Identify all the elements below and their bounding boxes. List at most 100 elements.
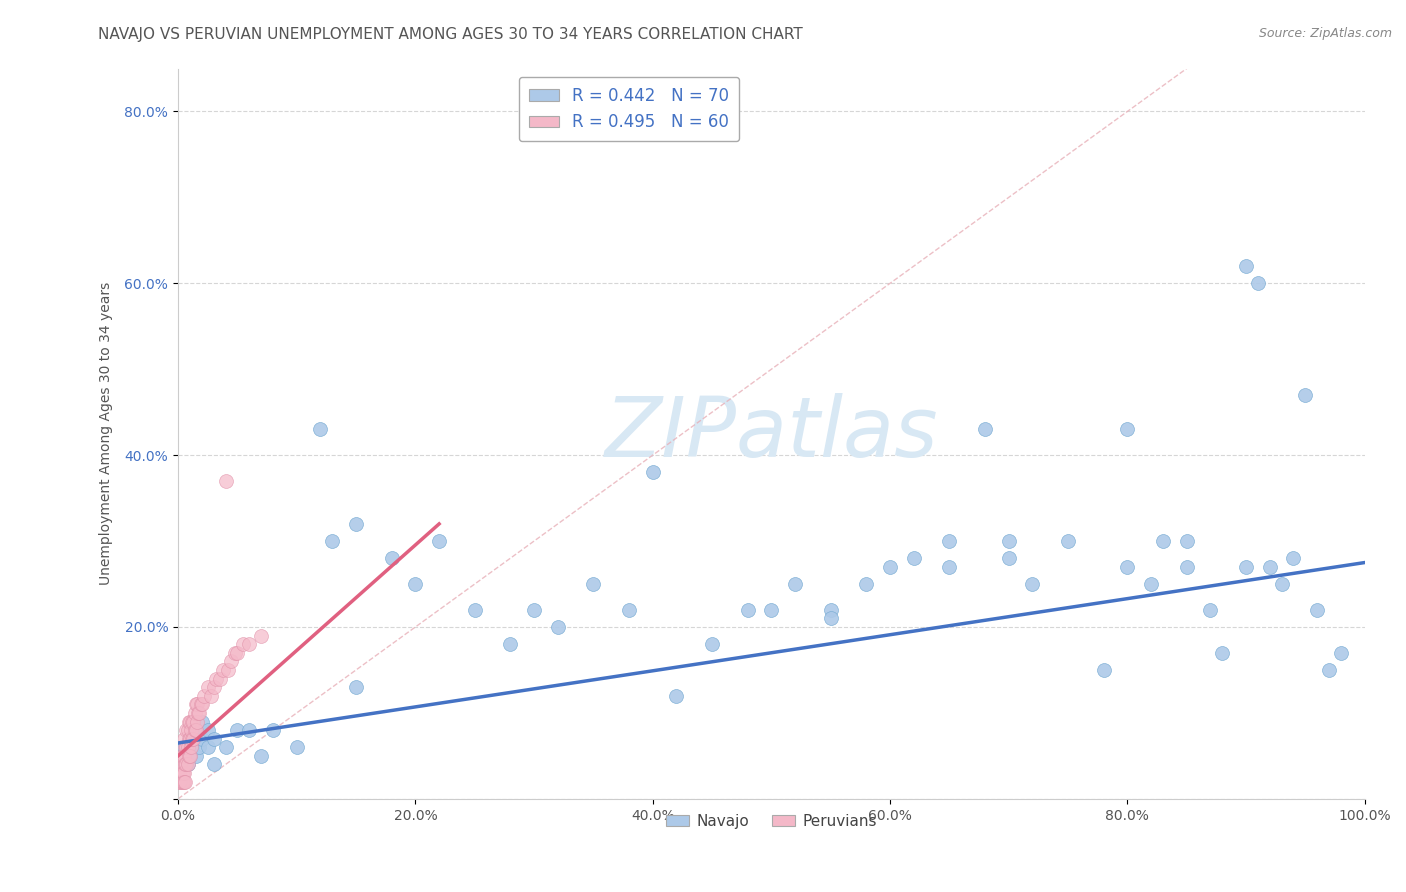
Point xyxy=(190,698,212,712)
Point xyxy=(820,603,842,617)
Point xyxy=(183,723,205,737)
Point xyxy=(1140,577,1163,591)
Point xyxy=(974,422,997,436)
Point xyxy=(997,534,1019,549)
Point xyxy=(1092,663,1115,677)
Legend: Navajo, Peruvians: Navajo, Peruvians xyxy=(659,808,883,835)
Point xyxy=(205,672,228,686)
Point xyxy=(177,748,200,763)
Point xyxy=(173,731,195,746)
Point xyxy=(184,698,207,712)
Point xyxy=(187,706,209,720)
Point xyxy=(183,714,205,729)
Point xyxy=(309,422,332,436)
Point xyxy=(938,534,960,549)
Point xyxy=(1330,646,1353,660)
Point xyxy=(179,748,201,763)
Y-axis label: Unemployment Among Ages 30 to 34 years: Unemployment Among Ages 30 to 34 years xyxy=(100,282,114,585)
Text: Source: ZipAtlas.com: Source: ZipAtlas.com xyxy=(1258,27,1392,40)
Point xyxy=(1317,663,1340,677)
Point xyxy=(169,757,191,772)
Point xyxy=(1282,551,1305,566)
Point xyxy=(1116,559,1139,574)
Point xyxy=(321,534,343,549)
Point xyxy=(1199,603,1222,617)
Point xyxy=(1234,559,1257,574)
Point xyxy=(170,766,193,780)
Point xyxy=(250,629,273,643)
Point xyxy=(879,559,901,574)
Point xyxy=(214,474,236,488)
Text: NAVAJO VS PERUVIAN UNEMPLOYMENT AMONG AGES 30 TO 34 YEARS CORRELATION CHART: NAVAJO VS PERUVIAN UNEMPLOYMENT AMONG AG… xyxy=(98,27,803,42)
Point xyxy=(381,551,404,566)
Point xyxy=(184,723,207,737)
Point xyxy=(173,774,195,789)
Point xyxy=(523,603,546,617)
Point xyxy=(167,766,190,780)
Point xyxy=(464,603,486,617)
Point xyxy=(641,466,664,480)
Point xyxy=(191,714,214,729)
Point xyxy=(193,689,215,703)
Point xyxy=(180,740,202,755)
Point xyxy=(1306,603,1329,617)
Point xyxy=(172,748,194,763)
Point xyxy=(176,740,198,755)
Point xyxy=(172,774,194,789)
Point xyxy=(169,774,191,789)
Point xyxy=(1057,534,1080,549)
Point xyxy=(761,603,783,617)
Point xyxy=(191,698,214,712)
Point xyxy=(179,731,201,746)
Point xyxy=(179,748,201,763)
Point xyxy=(938,559,960,574)
Point xyxy=(179,731,201,746)
Point xyxy=(191,731,214,746)
Point xyxy=(1247,277,1270,291)
Point xyxy=(1116,422,1139,436)
Point xyxy=(197,723,219,737)
Point xyxy=(176,757,198,772)
Point xyxy=(174,757,197,772)
Point xyxy=(737,603,759,617)
Point xyxy=(197,680,219,694)
Point xyxy=(174,740,197,755)
Point xyxy=(226,723,249,737)
Point xyxy=(200,689,222,703)
Text: ZIPatlas: ZIPatlas xyxy=(605,393,938,475)
Point xyxy=(188,740,211,755)
Point xyxy=(180,723,202,737)
Point xyxy=(183,731,205,746)
Point xyxy=(1234,259,1257,273)
Point xyxy=(188,706,211,720)
Point xyxy=(173,740,195,755)
Point xyxy=(186,714,208,729)
Point xyxy=(820,611,842,625)
Point xyxy=(1294,388,1316,402)
Point xyxy=(262,723,284,737)
Point xyxy=(547,620,569,634)
Point xyxy=(184,723,207,737)
Point xyxy=(176,723,198,737)
Point xyxy=(1175,559,1198,574)
Point xyxy=(427,534,450,549)
Point xyxy=(177,731,200,746)
Point xyxy=(176,723,198,737)
Point xyxy=(173,766,195,780)
Point xyxy=(202,731,225,746)
Point xyxy=(172,766,194,780)
Point xyxy=(202,757,225,772)
Point xyxy=(217,663,239,677)
Point xyxy=(179,714,201,729)
Point xyxy=(181,714,204,729)
Point xyxy=(176,757,198,772)
Point xyxy=(582,577,605,591)
Point xyxy=(186,698,208,712)
Point xyxy=(214,740,236,755)
Point xyxy=(344,680,367,694)
Point xyxy=(1211,646,1233,660)
Point xyxy=(499,637,522,651)
Point xyxy=(170,774,193,789)
Point xyxy=(177,714,200,729)
Point xyxy=(184,748,207,763)
